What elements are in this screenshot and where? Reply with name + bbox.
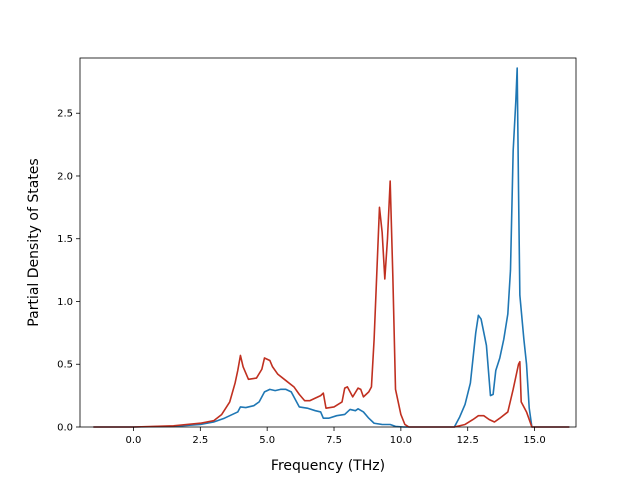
y-axis-ticks: 0.0 0.5 1.0 1.5 2.0 2.5 [57,109,80,434]
series-2-line [93,180,570,428]
x-tick-label: 0.0 [126,435,142,446]
x-axis-ticks: 0.0 2.5 5.0 7.5 10.0 12.5 15.0 [126,427,546,446]
y-tick-label: 1.5 [57,234,73,245]
x-tick-label: 15.0 [523,435,545,446]
y-axis-label: Partial Density of States [26,158,42,326]
x-tick-label: 5.0 [259,435,275,446]
plot-frame [79,57,577,428]
y-tick-label: 0.0 [57,423,73,434]
y-tick-label: 1.0 [57,297,73,308]
x-tick-label: 12.5 [457,435,479,446]
x-axis-label: Frequency (THz) [271,458,385,474]
y-tick-label: 0.5 [57,360,73,371]
series-layer [93,67,570,428]
x-tick-label: 2.5 [192,435,208,446]
series-1-line [93,67,570,428]
y-tick-label: 2.5 [57,109,73,120]
x-tick-label: 10.0 [390,435,412,446]
y-tick-label: 2.0 [57,171,73,182]
x-tick-label: 7.5 [326,435,342,446]
